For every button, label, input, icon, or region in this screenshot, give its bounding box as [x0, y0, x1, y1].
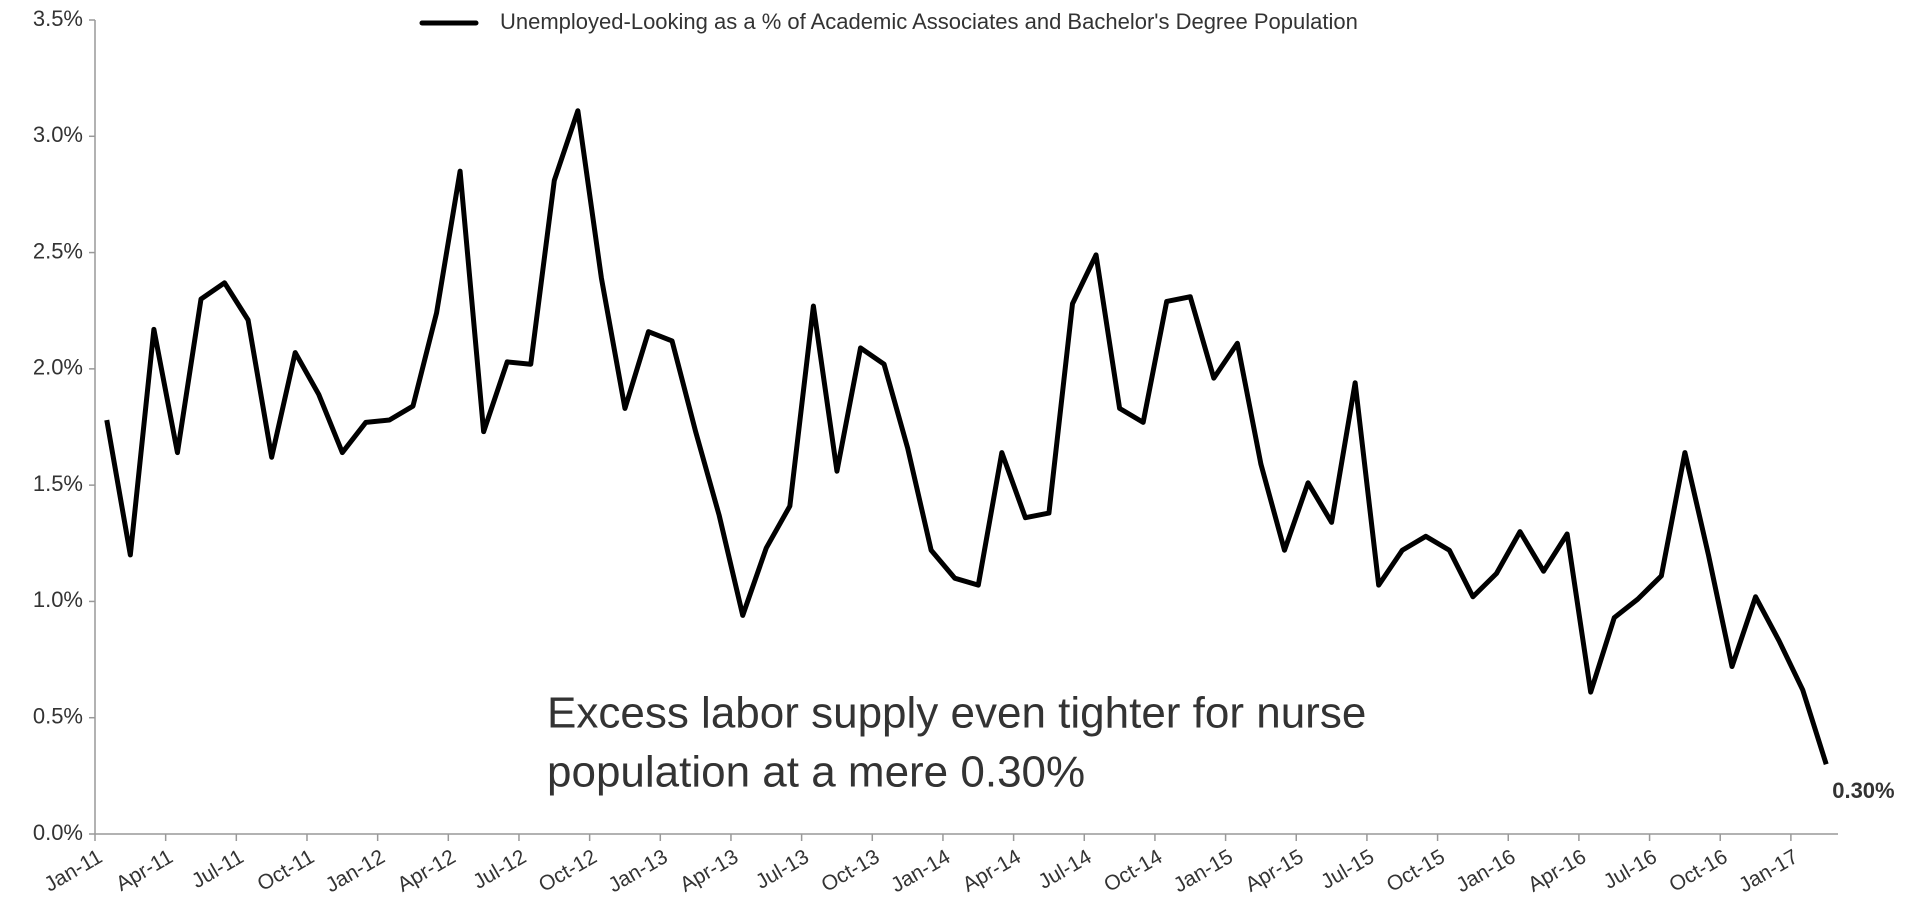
y-tick-label: 0.0%: [33, 820, 83, 845]
x-tick-label: Jul-11: [188, 845, 248, 893]
y-tick-label: 2.5%: [33, 238, 83, 263]
data-label: 0.30%: [1832, 778, 1894, 803]
x-tick-label: Jan-11: [41, 845, 107, 896]
x-tick-label: Jul-13: [752, 845, 813, 894]
annotation: population at a mere 0.30%: [547, 748, 1085, 797]
x-tick-label: Apr-16: [1524, 845, 1590, 896]
x-tick-label: Oct-13: [817, 845, 883, 896]
y-tick-label: 3.0%: [33, 122, 83, 147]
x-tick-label: Oct-12: [535, 845, 601, 896]
x-tick-label: Apr-14: [959, 845, 1025, 897]
y-tick-label: 1.5%: [33, 471, 83, 496]
x-tick-label: Oct-15: [1383, 845, 1449, 896]
y-tick-label: 2.0%: [33, 355, 83, 380]
x-tick-label: Apr-13: [676, 845, 742, 896]
legend-label: Unemployed-Looking as a % of Academic As…: [500, 9, 1358, 34]
x-tick-label: Jan-12: [322, 845, 389, 897]
x-tick-label: Apr-12: [393, 845, 459, 896]
annotation: Excess labor supply even tighter for nur…: [547, 689, 1366, 738]
x-tick-label: Jan-17: [1735, 845, 1802, 897]
x-tick-label: Jul-15: [1317, 845, 1378, 894]
y-tick-label: 3.5%: [33, 6, 83, 31]
x-tick-label: Apr-15: [1241, 845, 1307, 896]
y-tick-label: 0.5%: [33, 704, 83, 729]
x-tick-label: Jan-16: [1452, 845, 1519, 897]
x-tick-label: Oct-16: [1665, 845, 1731, 896]
x-tick-label: Oct-14: [1100, 845, 1166, 897]
x-tick-label: Apr-11: [112, 845, 177, 896]
x-tick-label: Jul-14: [1035, 845, 1096, 894]
x-tick-label: Jan-15: [1170, 845, 1237, 897]
x-tick-label: Oct-11: [254, 845, 319, 896]
x-tick-label: Jan-13: [604, 845, 671, 897]
x-tick-label: Jan-14: [887, 845, 954, 897]
data-line: [104, 108, 1829, 765]
y-tick-label: 1.0%: [33, 587, 83, 612]
x-tick-label: Jul-12: [469, 845, 530, 894]
x-tick-label: Jul-16: [1600, 845, 1661, 894]
